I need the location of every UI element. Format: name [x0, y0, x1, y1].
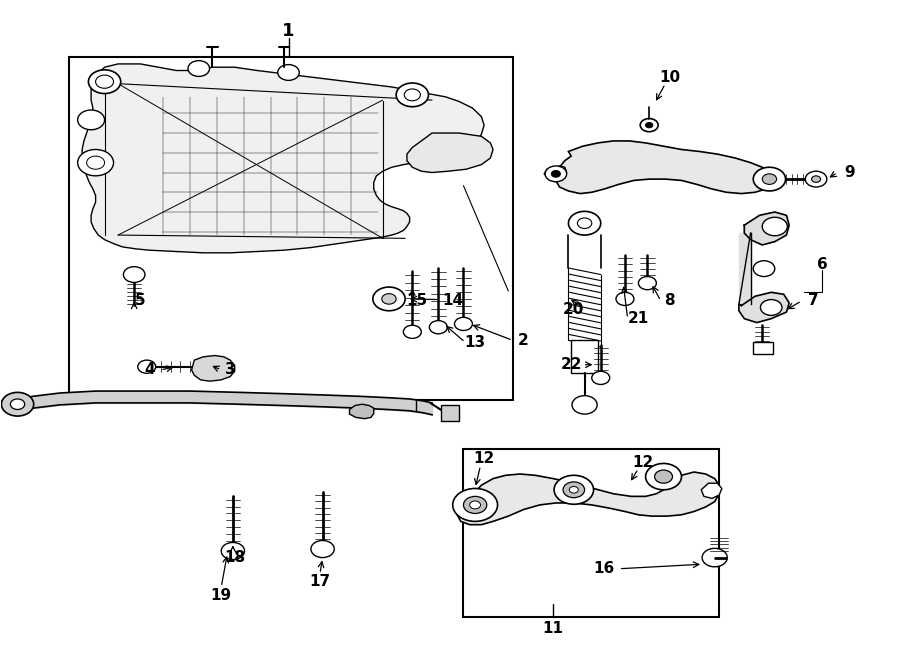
Circle shape — [645, 463, 681, 490]
Text: 6: 6 — [817, 257, 828, 272]
Bar — [572, 340, 598, 373]
Text: 16: 16 — [594, 561, 615, 576]
Circle shape — [403, 325, 421, 338]
Circle shape — [454, 317, 472, 330]
Polygon shape — [544, 166, 567, 180]
Circle shape — [570, 486, 579, 493]
Circle shape — [77, 149, 113, 176]
Text: 2: 2 — [518, 333, 529, 348]
Text: 18: 18 — [224, 550, 245, 565]
Circle shape — [616, 292, 634, 305]
Circle shape — [2, 393, 33, 416]
Circle shape — [572, 396, 597, 414]
Circle shape — [762, 217, 788, 236]
Circle shape — [11, 399, 24, 409]
Text: 14: 14 — [442, 293, 464, 309]
Text: 4: 4 — [144, 362, 155, 377]
Polygon shape — [407, 133, 493, 173]
Circle shape — [702, 549, 727, 566]
Polygon shape — [744, 212, 789, 245]
Text: 12: 12 — [473, 451, 495, 467]
Circle shape — [569, 212, 600, 235]
Text: 13: 13 — [464, 335, 486, 350]
Polygon shape — [739, 233, 751, 304]
Circle shape — [592, 371, 609, 385]
Polygon shape — [349, 405, 373, 418]
Text: 21: 21 — [628, 311, 649, 326]
Circle shape — [278, 65, 300, 81]
Circle shape — [552, 171, 561, 177]
Text: 9: 9 — [844, 165, 855, 180]
Circle shape — [382, 293, 396, 304]
Circle shape — [138, 360, 156, 373]
Text: 8: 8 — [664, 293, 675, 309]
Polygon shape — [82, 64, 484, 253]
Bar — [753, 342, 773, 354]
Text: 22: 22 — [561, 357, 582, 372]
Circle shape — [762, 174, 777, 184]
Circle shape — [812, 176, 821, 182]
Polygon shape — [457, 472, 719, 525]
Circle shape — [654, 470, 672, 483]
Circle shape — [221, 543, 245, 560]
Circle shape — [645, 122, 652, 128]
Bar — [441, 405, 459, 421]
Circle shape — [404, 89, 420, 100]
Circle shape — [188, 61, 210, 77]
Bar — [68, 58, 513, 400]
Text: 15: 15 — [406, 293, 428, 309]
Text: 7: 7 — [808, 293, 819, 309]
Polygon shape — [556, 141, 775, 194]
Circle shape — [640, 118, 658, 132]
Polygon shape — [701, 483, 722, 498]
Bar — [464, 449, 719, 617]
Circle shape — [753, 167, 786, 191]
Circle shape — [545, 166, 567, 182]
Circle shape — [429, 321, 447, 334]
Circle shape — [760, 299, 782, 315]
Text: 5: 5 — [135, 293, 146, 309]
Circle shape — [464, 496, 487, 514]
Text: 1: 1 — [283, 22, 295, 40]
Circle shape — [554, 475, 594, 504]
Circle shape — [310, 541, 334, 558]
Text: 10: 10 — [660, 69, 680, 85]
Text: 12: 12 — [633, 455, 653, 470]
Circle shape — [396, 83, 428, 106]
Circle shape — [638, 276, 656, 290]
Circle shape — [95, 75, 113, 89]
Text: 19: 19 — [211, 588, 232, 603]
Circle shape — [563, 482, 585, 498]
Circle shape — [86, 156, 104, 169]
Circle shape — [373, 287, 405, 311]
Circle shape — [806, 171, 827, 187]
Text: 3: 3 — [225, 362, 236, 377]
Circle shape — [123, 266, 145, 282]
Text: 20: 20 — [563, 302, 584, 317]
Polygon shape — [739, 292, 789, 323]
Circle shape — [88, 70, 121, 94]
Polygon shape — [192, 356, 235, 381]
Text: 11: 11 — [543, 621, 563, 635]
Circle shape — [578, 218, 592, 229]
Circle shape — [453, 488, 498, 522]
Text: 17: 17 — [310, 574, 330, 590]
Circle shape — [753, 260, 775, 276]
Circle shape — [77, 110, 104, 130]
Circle shape — [470, 501, 481, 509]
